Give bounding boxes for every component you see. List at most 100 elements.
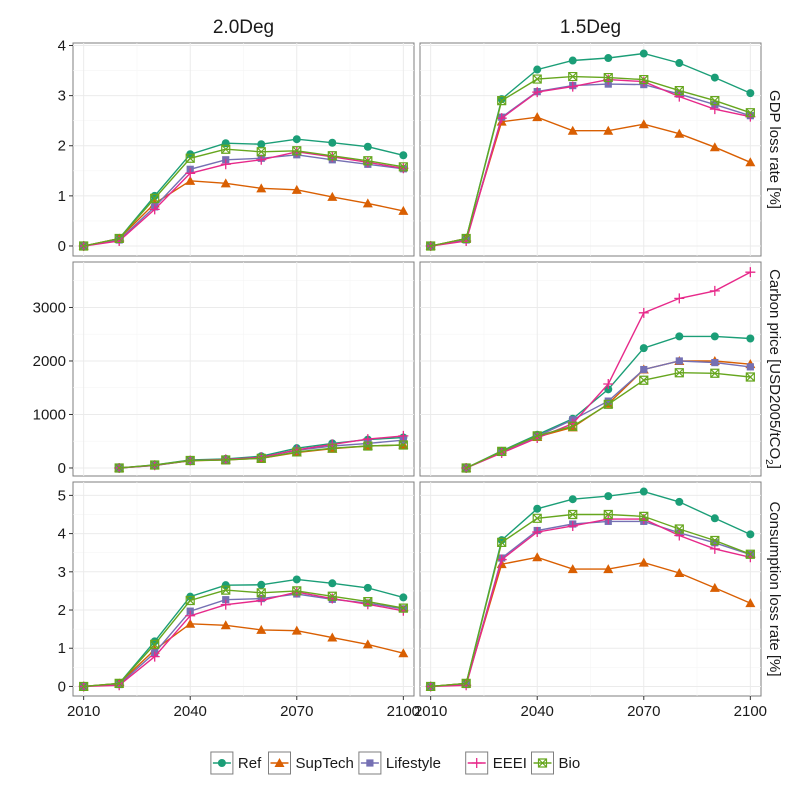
data-point — [675, 497, 684, 506]
y-tick-label: 0 — [58, 460, 66, 477]
data-point — [709, 582, 720, 592]
data-point — [220, 620, 231, 630]
data-point — [533, 65, 542, 74]
data-point — [604, 385, 613, 394]
data-point — [366, 759, 374, 767]
data-point — [675, 59, 684, 68]
data-point — [363, 156, 373, 166]
data-point — [185, 175, 196, 185]
data-point — [220, 599, 231, 610]
data-point — [256, 588, 266, 598]
y-tick-label: 0 — [58, 238, 66, 255]
legend-item: Lifestyle — [358, 751, 441, 775]
data-point — [362, 157, 373, 168]
series-line — [83, 180, 404, 247]
data-point — [328, 138, 337, 147]
data-point — [220, 159, 231, 170]
data-point — [603, 74, 614, 85]
x-tick-label: 2070 — [627, 703, 660, 720]
legend-item: Ref — [210, 751, 262, 775]
data-point — [674, 524, 684, 534]
facet-row-label: Carbon price [USD2005/tCO2] — [763, 269, 783, 469]
series-ref — [79, 49, 755, 691]
series-line — [83, 623, 404, 688]
data-point — [745, 598, 756, 608]
data-point — [639, 49, 648, 58]
data-point — [603, 509, 613, 520]
legend-item: EEEI — [465, 751, 527, 775]
data-point — [399, 593, 408, 602]
panel — [419, 261, 762, 477]
data-point — [327, 591, 337, 601]
data-point — [675, 332, 684, 341]
data-point — [710, 514, 719, 523]
data-point — [274, 758, 285, 767]
data-point — [568, 71, 578, 82]
data-point — [746, 530, 755, 539]
data-point — [217, 759, 226, 767]
data-point — [79, 241, 89, 251]
data-point — [674, 293, 685, 304]
data-point — [604, 492, 613, 501]
data-point — [711, 358, 719, 367]
data-point — [114, 463, 124, 473]
data-point — [639, 74, 649, 85]
data-point — [567, 564, 578, 574]
y-tick-label: 4 — [58, 526, 66, 543]
data-point — [398, 162, 408, 172]
data-point — [150, 460, 160, 470]
data-point — [567, 125, 578, 135]
data-point — [221, 581, 230, 590]
series-line — [430, 78, 751, 247]
data-point — [497, 537, 507, 547]
data-point — [363, 597, 373, 607]
series-line — [83, 578, 404, 688]
data-point — [150, 637, 159, 646]
facet-row-label: Consumption loss rate [%] — [766, 501, 783, 676]
data-point — [568, 56, 577, 65]
data-point — [746, 89, 755, 98]
data-point — [221, 585, 231, 595]
data-point — [497, 96, 507, 106]
data-point — [709, 142, 720, 152]
data-point — [114, 678, 124, 688]
data-point — [398, 430, 409, 441]
data-point — [461, 233, 471, 244]
data-point — [185, 595, 195, 606]
data-point — [149, 204, 160, 215]
data-point — [496, 113, 507, 124]
facet-column-label: 1.5Deg — [560, 17, 621, 38]
data-point — [327, 593, 338, 604]
data-point — [256, 624, 267, 634]
data-point — [220, 178, 231, 188]
data-point — [114, 233, 124, 244]
data-point — [745, 157, 756, 167]
data-point — [257, 140, 266, 149]
data-point — [745, 549, 755, 559]
panel — [72, 481, 415, 697]
data-point — [639, 344, 648, 353]
data-point — [328, 579, 337, 588]
data-point — [674, 530, 685, 541]
y-tick-label: 3 — [58, 88, 66, 105]
data-point — [327, 151, 337, 161]
y-tick-label: 3 — [58, 564, 66, 581]
legend-label: EEEI — [493, 755, 527, 772]
y-tick-label: 1000 — [33, 406, 66, 423]
data-point — [709, 104, 720, 115]
data-point — [291, 625, 302, 635]
data-point — [603, 72, 613, 83]
legend-label: Bio — [559, 755, 581, 772]
data-point — [674, 91, 685, 102]
data-point — [292, 447, 302, 457]
data-point — [603, 125, 614, 135]
data-point — [150, 639, 160, 650]
data-point — [604, 54, 613, 63]
x-tick-label: 2070 — [280, 703, 313, 720]
data-point — [532, 513, 542, 523]
data-point — [426, 681, 436, 692]
data-point — [674, 368, 684, 378]
data-point — [710, 73, 719, 82]
data-point — [746, 363, 754, 371]
